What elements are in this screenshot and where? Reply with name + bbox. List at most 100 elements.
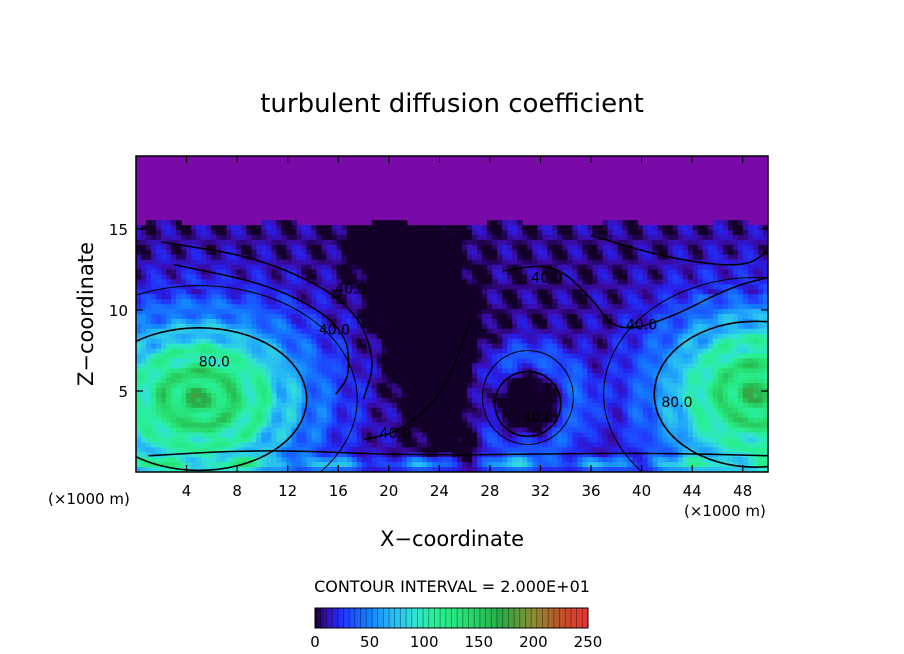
heatmap-cell	[497, 309, 503, 315]
heatmap-cell	[512, 318, 518, 325]
heatmap-cell	[396, 299, 403, 305]
heatmap-cell	[672, 368, 679, 374]
heatmap-cell	[722, 318, 729, 325]
heatmap-cell	[582, 378, 589, 384]
heatmap-cell	[702, 328, 709, 335]
heatmap-cell	[226, 343, 232, 350]
heatmap-cell	[472, 279, 478, 285]
heatmap-cell	[416, 274, 423, 281]
heatmap-cell	[522, 348, 528, 355]
heatmap-cell	[306, 269, 313, 276]
heatmap-cell	[236, 393, 242, 399]
heatmap-cell	[742, 220, 749, 226]
heatmap-cell	[582, 274, 589, 281]
heatmap-cell	[311, 358, 318, 364]
heatmap-cell	[436, 368, 443, 374]
heatmap-cell	[742, 314, 749, 320]
heatmap-cell	[522, 412, 528, 419]
heatmap-cell	[371, 274, 378, 281]
heatmap-cell	[567, 239, 573, 246]
heatmap-cell	[677, 244, 684, 251]
heatmap-cell	[752, 254, 759, 261]
heatmap-cell	[211, 358, 217, 364]
heatmap-cell	[467, 378, 473, 384]
heatmap-cell	[642, 393, 649, 399]
heatmap-cell	[166, 299, 172, 305]
heatmap-cell	[186, 230, 192, 236]
heatmap-cell	[462, 343, 468, 350]
heatmap-cell	[236, 274, 242, 281]
heatmap-cell	[622, 299, 629, 305]
heatmap-cell	[421, 230, 428, 236]
heatmap-cell	[512, 333, 518, 340]
heatmap-cell	[712, 299, 719, 305]
heatmap-cell	[441, 299, 448, 305]
heatmap-cell	[151, 328, 157, 335]
heatmap-cell	[462, 318, 468, 325]
heatmap-cell	[602, 235, 609, 241]
heatmap-cell	[266, 279, 273, 285]
heatmap-cell	[527, 412, 533, 419]
heatmap-cell	[477, 397, 483, 404]
heatmap-cell	[341, 294, 348, 300]
heatmap-cell	[522, 363, 528, 369]
heatmap-cell	[552, 289, 558, 295]
heatmap-cell	[296, 264, 303, 271]
heatmap-cell	[211, 353, 217, 360]
heatmap-cell	[361, 333, 368, 340]
heatmap-cell	[191, 318, 197, 325]
heatmap-cell	[687, 358, 694, 364]
heatmap-cell	[266, 264, 273, 271]
heatmap-cell	[517, 304, 523, 310]
heatmap-cell	[572, 348, 578, 355]
heatmap-cell	[762, 254, 768, 261]
heatmap-cell	[406, 328, 413, 335]
heatmap-cell	[597, 402, 604, 409]
heatmap-cell	[196, 289, 202, 295]
heatmap-cell	[416, 259, 423, 266]
heatmap-cell	[452, 378, 458, 384]
heatmap-cell	[351, 304, 358, 310]
heatmap-cell	[472, 363, 478, 369]
heatmap-cell	[261, 368, 268, 374]
heatmap-cell	[592, 397, 599, 404]
heatmap-cell	[477, 299, 483, 305]
heatmap-cell	[186, 244, 192, 251]
heatmap-cell	[717, 402, 724, 409]
heatmap-cell	[497, 388, 503, 394]
heatmap-cell	[487, 269, 493, 276]
heatmap-cell	[301, 397, 308, 404]
heatmap-cell	[261, 269, 268, 276]
heatmap-cell	[446, 348, 453, 355]
heatmap-cell	[321, 338, 328, 345]
heatmap-cell	[291, 402, 298, 409]
heatmap-cell	[457, 378, 463, 384]
heatmap-cell	[241, 333, 247, 340]
heatmap-cell	[502, 284, 508, 290]
heatmap-cell	[547, 279, 553, 285]
heatmap-cell	[181, 348, 187, 355]
heatmap-cell	[241, 254, 247, 261]
heatmap-cell	[577, 378, 584, 384]
heatmap-cell	[411, 249, 418, 256]
heatmap-cell	[171, 269, 177, 276]
heatmap-cell	[612, 235, 619, 241]
heatmap-cell	[522, 235, 528, 241]
heatmap-cell	[291, 244, 298, 251]
heatmap-cell	[567, 254, 573, 261]
heatmap-cell	[231, 244, 237, 251]
heatmap-cell	[522, 269, 528, 276]
heatmap-cell	[677, 264, 684, 271]
heatmap-cell	[462, 373, 468, 379]
heatmap-cell	[361, 274, 368, 281]
heatmap-cell	[562, 388, 568, 394]
heatmap-cell	[712, 343, 719, 350]
heatmap-cell	[652, 264, 659, 271]
heatmap-cell	[256, 397, 262, 404]
heatmap-cell	[512, 388, 518, 394]
heatmap-cell	[361, 244, 368, 251]
heatmap-cell	[512, 412, 518, 419]
heatmap-cell	[522, 328, 528, 335]
heatmap-cell	[747, 289, 754, 295]
heatmap-cell	[321, 239, 328, 246]
